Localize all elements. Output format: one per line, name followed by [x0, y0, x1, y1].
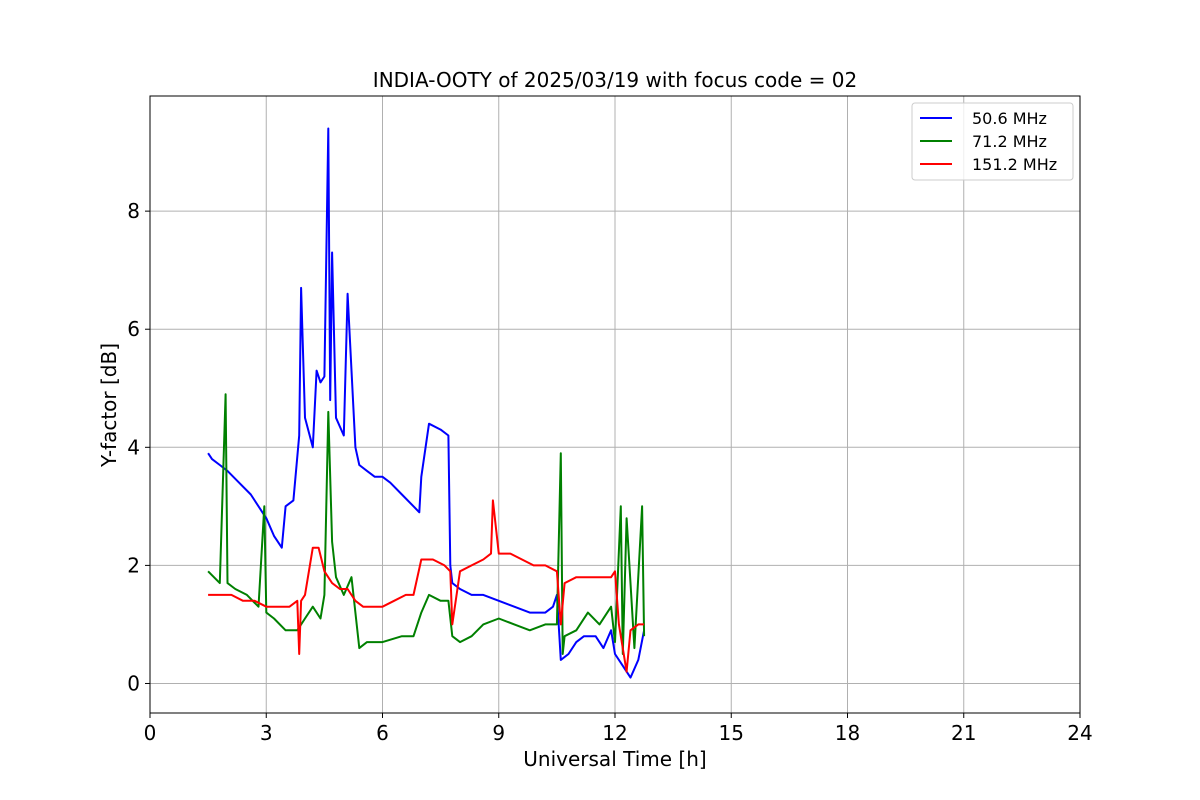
x-tick-label: 6	[376, 721, 389, 745]
legend: 50.6 MHz 71.2 MHz 151.2 MHz	[911, 102, 1074, 181]
x-tick-label: 3	[260, 721, 273, 745]
x-tick-label: 18	[835, 721, 860, 745]
y-tick-label: 6	[127, 317, 140, 341]
y-tick-label: 4	[127, 435, 140, 459]
series-line-2	[208, 499, 645, 673]
x-axis-label: Universal Time [h]	[523, 747, 706, 771]
series-line-0	[207, 127, 646, 679]
grid	[149, 96, 1081, 713]
y-tick-label: 8	[127, 199, 140, 223]
legend-label-0: 50.6 MHz	[972, 109, 1047, 128]
y-tick-label: 2	[127, 553, 140, 577]
x-tick-label: 24	[1067, 721, 1092, 745]
series-line-1	[207, 393, 646, 655]
series-layer	[207, 127, 646, 679]
legend-box	[911, 102, 1074, 181]
chart-title: INDIA-OOTY of 2025/03/19 with focus code…	[373, 68, 857, 92]
legend-label-1: 71.2 MHz	[972, 132, 1047, 151]
x-tick-label: 15	[719, 721, 744, 745]
legend-label-2: 151.2 MHz	[972, 155, 1057, 174]
x-tick-label: 0	[144, 721, 157, 745]
x-tick-label: 12	[602, 721, 627, 745]
x-tick-label: 21	[951, 721, 976, 745]
x-tick-label: 9	[492, 721, 505, 745]
y-axis-label: Y-factor [dB]	[97, 343, 121, 468]
y-tick-label: 0	[127, 671, 140, 695]
